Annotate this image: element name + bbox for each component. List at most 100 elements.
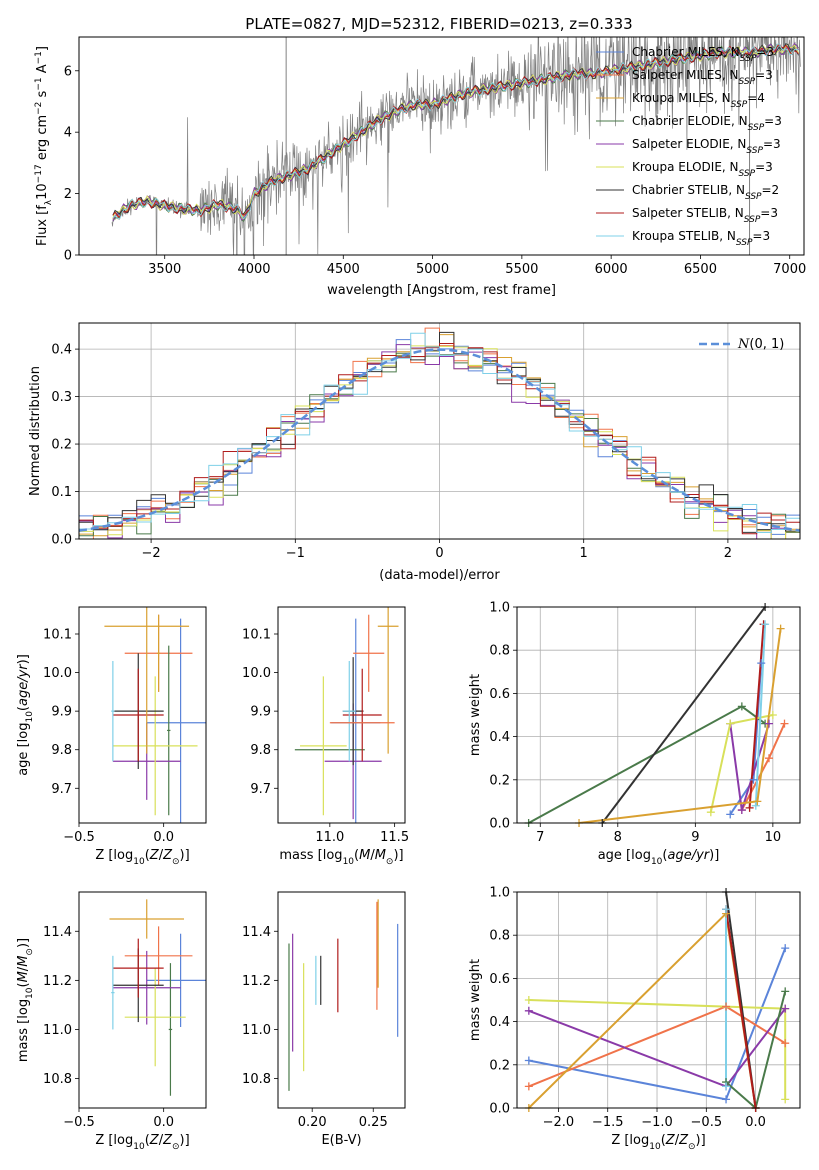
y-tick-label: 10.0 — [43, 666, 72, 681]
legend-label: Chabrier STELIB, NSSP=2 — [632, 183, 779, 202]
mass-vs-Z-panel: −0.5 0.0 10.8 11.0 11.2 11.4 Z [log10(Z/Z⊙)] ma… — [16, 891, 207, 1152]
y-tick-label: 0.4 — [51, 343, 72, 358]
histogram-plot-area — [79, 327, 800, 539]
x-tick-label: 6500 — [684, 262, 717, 277]
legend-label: N(0, 1) — [737, 337, 784, 352]
legend-label: Kroupa STELIB, NSSP=3 — [632, 229, 770, 248]
axes-frame — [516, 891, 801, 1109]
spectrum-plot-area — [111, 37, 801, 255]
series-point-marker — [722, 1082, 731, 1091]
errorbar-plot-area — [109, 899, 206, 1096]
age-vs-mass-panel: 11.0 11.5 9.7 9.8 9.9 10.0 10.1 mass [log10(M/M… — [242, 606, 409, 867]
y-tick-label: 0.0 — [489, 1102, 510, 1117]
y-axis-label: mass weight — [468, 959, 483, 1041]
x-tick-label: −1 — [286, 546, 305, 561]
y-tick-label: 9.7 — [51, 782, 72, 797]
series-point-marker — [706, 808, 715, 817]
series-line-salpeter-stelib — [725, 909, 757, 1108]
series-point-marker — [524, 996, 533, 1004]
y-tick-label: 2 — [64, 187, 72, 202]
x-tick-label: 0.25 — [359, 1115, 388, 1130]
series-point-marker — [745, 803, 754, 812]
histogram-chabrier-stelib — [79, 331, 800, 533]
series-point-marker — [764, 754, 773, 763]
axes-frame — [78, 891, 207, 1109]
y-tick-label: 0.2 — [489, 1058, 510, 1073]
x-tick-label: 1 — [580, 546, 588, 561]
series-point-marker — [768, 711, 777, 719]
legend-label: Kroupa MILES, NSSP=4 — [632, 91, 765, 110]
y-axis-label: mass weight — [468, 674, 483, 756]
x-tick-label: 5500 — [505, 262, 538, 277]
x-axis-label: Z [log10(Z/Z⊙)] — [95, 848, 189, 867]
series-point-marker — [781, 1004, 790, 1013]
y-tick-label: 0.4 — [489, 730, 510, 745]
x-axis-label: wavelength [Angstrom, rest frame] — [327, 283, 556, 298]
y-tick-label: 0.8 — [489, 929, 510, 944]
series-point-marker — [524, 1082, 533, 1091]
y-tick-label: 9.9 — [250, 705, 271, 720]
x-axis-label: age [log10(age/yr)] — [598, 848, 720, 867]
legend-label: Salpeter ELODIE, NSSP=3 — [632, 137, 781, 156]
series-line-chabrier-stelib — [601, 607, 766, 823]
histogram-salpeter-stelib — [79, 343, 800, 535]
normal-curve-line — [79, 348, 800, 532]
x-axis-label: Z [log10(Z/Z⊙)] — [611, 1133, 705, 1152]
x-tick-label: 0.0 — [153, 830, 174, 845]
x-tick-label: 11.5 — [380, 830, 409, 845]
y-tick-label: 10.8 — [43, 1072, 72, 1087]
y-tick-label: 11.2 — [242, 974, 271, 989]
y-tick-label: 11.2 — [43, 974, 72, 989]
x-tick-label: 0.0 — [745, 1115, 766, 1130]
x-axis-label: Z [log10(Z/Z⊙)] — [95, 1133, 189, 1152]
mass-vs-ebv-panel: 0.20 0.25 10.8 11.0 11.2 11.4 E(B-V) — [242, 891, 406, 1148]
legend-label: Chabrier MILES, NSSP=3 — [632, 45, 774, 64]
axes-frame — [78, 606, 207, 824]
y-tick-label: 0.8 — [489, 644, 510, 659]
x-tick-label: −2.0 — [543, 1115, 575, 1130]
y-tick-label: 0.6 — [489, 972, 510, 987]
y-tick-label: 0.4 — [489, 1015, 510, 1030]
x-tick-label: 10 — [765, 830, 782, 845]
x-tick-label: 0 — [435, 546, 443, 561]
model-line-salpeter-stelib — [112, 43, 799, 219]
axes-frame — [78, 36, 805, 256]
series-point-marker — [764, 719, 773, 728]
y-tick-label: 1.0 — [489, 886, 510, 901]
legend-label: Salpeter MILES, NSSP=3 — [632, 68, 773, 87]
errorbar-plot-area — [288, 899, 399, 1091]
errorbar-plot-area — [104, 607, 206, 823]
y-tick-label: 9.7 — [250, 782, 271, 797]
x-tick-label: −1.5 — [592, 1115, 624, 1130]
series-point-marker — [753, 797, 762, 806]
series-point-marker — [781, 987, 790, 996]
legend-label: Kroupa ELODIE, NSSP=3 — [632, 160, 773, 179]
series-point-marker — [722, 1095, 731, 1104]
x-tick-label: 2 — [724, 546, 732, 561]
series-point-marker — [737, 702, 746, 711]
data-spectrum-line — [111, 37, 801, 255]
x-tick-label: 4000 — [237, 262, 270, 277]
y-tick-label: 10.1 — [242, 628, 271, 643]
y-tick-label: 11.4 — [242, 925, 271, 940]
x-tick-label: −0.5 — [63, 830, 95, 845]
x-axis-label: mass [log10(M/M⊙)] — [279, 848, 403, 867]
y-tick-label: 11.0 — [43, 1023, 72, 1038]
y-tick-label: 10.8 — [242, 1072, 271, 1087]
y-axis-label: Flux [fλ10−17 erg cm−2 s−1 A−1] — [34, 46, 54, 246]
x-tick-label: 0.20 — [298, 1115, 327, 1130]
x-tick-label: 7 — [536, 830, 544, 845]
x-tick-label: 5000 — [416, 262, 449, 277]
series-point-marker — [722, 905, 731, 914]
mass-weight-plot-area — [528, 607, 786, 823]
y-tick-label: 6 — [64, 64, 72, 79]
series-point-marker — [780, 719, 789, 728]
y-tick-label: 0.0 — [489, 817, 510, 832]
series-point-marker — [751, 801, 760, 810]
y-tick-label: 9.8 — [250, 743, 271, 758]
y-tick-label: 0.3 — [51, 390, 72, 405]
y-tick-label: 10.0 — [242, 666, 271, 681]
y-tick-label: 0 — [64, 249, 72, 264]
y-tick-label: 11.0 — [242, 1023, 271, 1038]
